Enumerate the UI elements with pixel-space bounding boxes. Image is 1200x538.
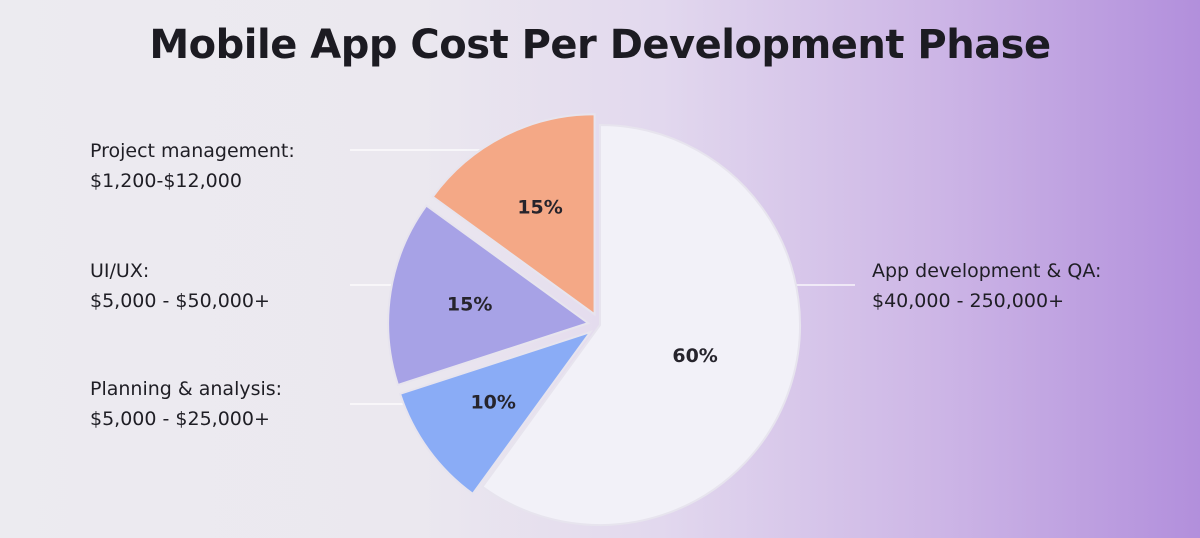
slice-percent-label: 10% [470,392,515,414]
slice-name: Planning & analysis: [90,378,283,400]
slice-range: $1,200-$12,000 [90,170,242,192]
slice-range: $5,000 - $25,000+ [90,408,270,430]
slice-percent-label: 15% [447,293,492,315]
pie-slice [431,113,596,317]
slice-percent-label: 15% [517,196,562,218]
slice-percent-label: 60% [672,345,717,367]
legend-label-ui-ux: UI/UX: $5,000 - $50,000+ [90,256,270,316]
slice-name: Project management: [90,140,295,162]
legend-label-project-management: Project management: $1,200-$12,000 [90,136,295,196]
pie-slice [398,330,593,496]
slice-name: UI/UX: [90,260,150,282]
pie-slice [481,123,801,526]
slice-range: $5,000 - $50,000+ [90,290,270,312]
slice-range: $40,000 - 250,000+ [872,290,1064,312]
legend-label-planning-analysis: Planning & analysis: $5,000 - $25,000+ [90,374,282,434]
legend-label-app-development-qa: App development & QA: $40,000 - 250,000+ [872,256,1101,316]
slice-name: App development & QA: [872,260,1102,282]
pie-slice [387,204,591,387]
chart-title: Mobile App Cost Per Development Phase [149,22,1051,68]
